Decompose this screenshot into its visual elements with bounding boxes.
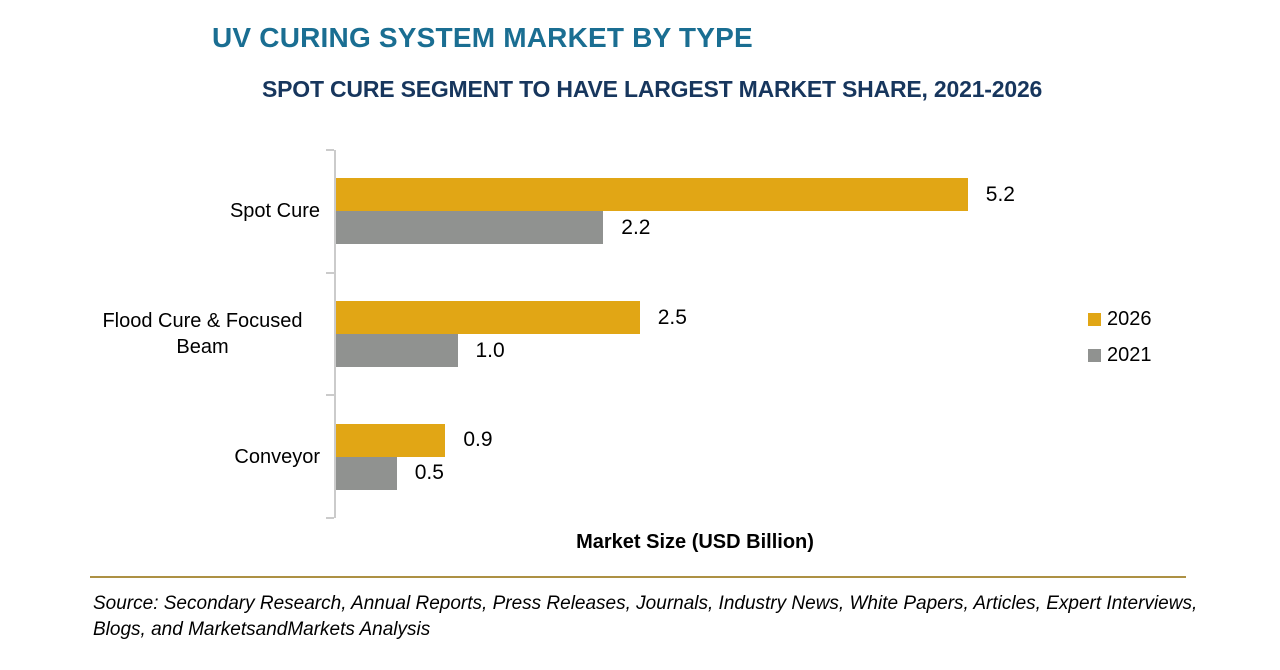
y-axis-tick (326, 271, 334, 274)
legend-label: 2026 (1107, 307, 1152, 330)
bar-2026-conveyor (336, 423, 446, 457)
bar-group-conveyor: 0.9 0.5 (336, 395, 1066, 518)
value-label-2026-conveyor: 0.9 (463, 428, 493, 452)
bar-row-spot-cure-2026: 5.2 (336, 178, 1066, 212)
value-label-2026-spot-cure: 5.2 (985, 182, 1015, 206)
bar-2021-conveyor (336, 456, 397, 490)
y-axis-line (334, 150, 336, 518)
bar-area: 5.2 2.2 2.5 1.0 0.9 0.5 (336, 150, 1066, 518)
bar-2026-spot-cure (336, 178, 968, 212)
y-axis-tick (326, 517, 334, 519)
legend-label: 2021 (1107, 343, 1152, 366)
value-label-2021-conveyor: 0.5 (414, 461, 444, 485)
bar-row-flood-cure-focused-beam-2021: 1.0 (336, 334, 1066, 367)
value-label-2026-flood-cure-focused-beam: 2.5 (657, 305, 687, 329)
bar-row-conveyor-2026: 0.9 (336, 423, 1066, 457)
gold-divider-line (90, 576, 1186, 578)
legend-swatch-icon (1088, 312, 1101, 326)
bar-row-conveyor-2021: 0.5 (336, 456, 1066, 490)
legend: 2026 2021 (1088, 307, 1152, 367)
chart-title: UV CURING SYSTEM MARKET BY TYPE (212, 22, 753, 53)
value-label-2021-flood-cure-focused-beam: 1.0 (475, 338, 505, 362)
category-label-text: Flood Cure & Focused Beam (102, 309, 303, 358)
bar-2021-flood-cure-focused-beam (336, 334, 458, 367)
x-axis-title: Market Size (USD Billion) (576, 531, 814, 553)
legend-item-2021: 2021 (1088, 343, 1152, 367)
chart-subtitle: SPOT CURE SEGMENT TO HAVE LARGEST MARKET… (262, 76, 1043, 102)
bar-row-spot-cure-2021: 2.2 (336, 211, 1066, 245)
bar-group-flood-cure-focused-beam: 2.5 1.0 (336, 273, 1066, 396)
category-label-spot-cure: Spot Cure (85, 150, 320, 273)
bar-group-spot-cure: 5.2 2.2 (336, 150, 1066, 273)
category-label-flood-cure-focused-beam: Flood Cure & Focused Beam (85, 273, 320, 396)
category-label-text: Spot Cure (229, 200, 320, 223)
bar-2021-spot-cure (336, 211, 604, 245)
legend-swatch-icon (1088, 348, 1101, 362)
source-text: Source: Secondary Research, Annual Repor… (93, 593, 1198, 640)
legend-item-2026: 2026 (1088, 307, 1152, 331)
bar-row-flood-cure-focused-beam-2026: 2.5 (336, 301, 1066, 334)
value-label-2021-spot-cure: 2.2 (621, 215, 651, 239)
category-label-text: Conveyor (234, 445, 320, 468)
y-axis-tick (326, 149, 334, 151)
bar-2026-flood-cure-focused-beam (336, 301, 640, 334)
y-axis-tick (326, 394, 334, 397)
category-label-conveyor: Conveyor (85, 395, 320, 518)
